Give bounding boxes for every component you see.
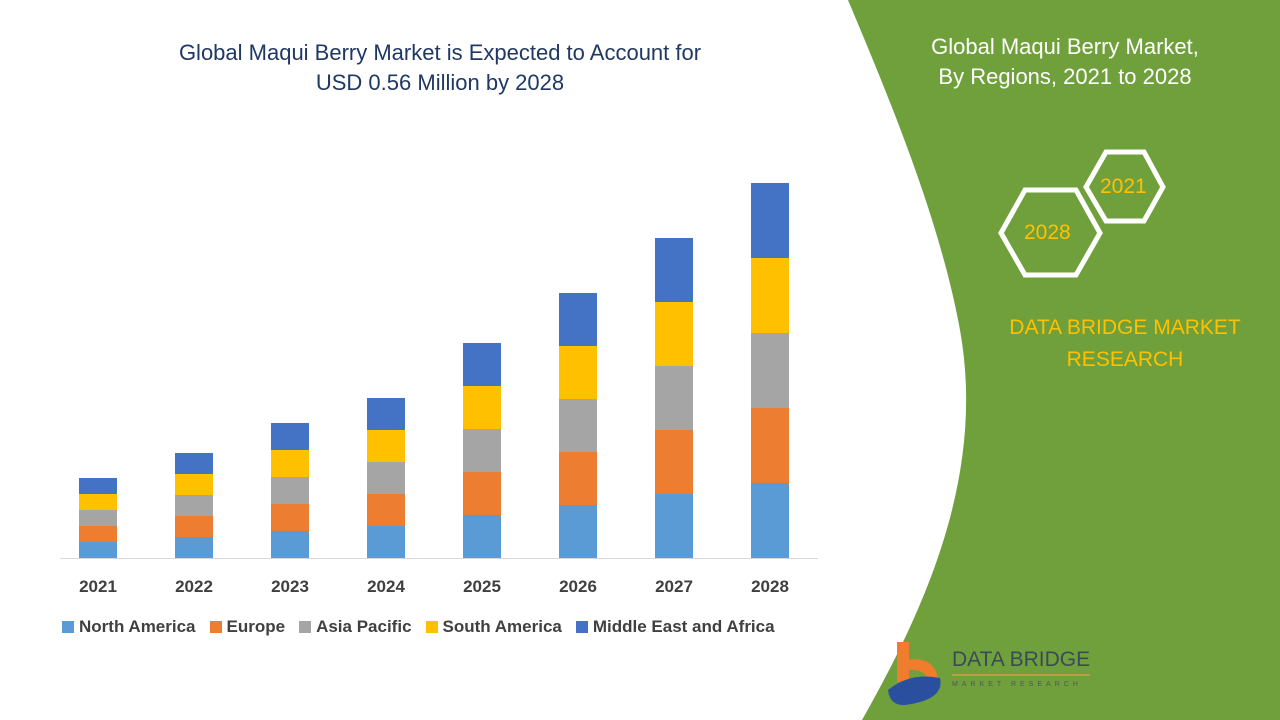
hex-label-2021: 2021 bbox=[1100, 175, 1147, 198]
bar-segment bbox=[367, 526, 405, 558]
bar-segment bbox=[655, 494, 693, 558]
legend-item: Europe bbox=[209, 617, 286, 637]
bar-segment bbox=[271, 531, 309, 558]
green-panel bbox=[848, 0, 1280, 720]
logo-subtext: MARKET RESEARCH bbox=[952, 681, 1082, 688]
bar-segment bbox=[367, 398, 405, 430]
bar-segment bbox=[367, 430, 405, 462]
bar-segment bbox=[271, 423, 309, 450]
legend-swatch bbox=[62, 621, 74, 633]
bar-segment bbox=[271, 450, 309, 477]
hexagon-2028-icon bbox=[998, 187, 1103, 278]
bar-segment bbox=[751, 483, 789, 558]
bar-segment bbox=[463, 515, 501, 558]
bar-segment bbox=[655, 238, 693, 302]
bar-segment bbox=[559, 346, 597, 399]
x-tick-label: 2021 bbox=[79, 577, 117, 596]
hexagon-2021-icon bbox=[1083, 149, 1166, 224]
bar-segment bbox=[655, 430, 693, 494]
bar-segment bbox=[559, 505, 597, 558]
legend-item: Middle East and Africa bbox=[575, 617, 775, 637]
bar-segment bbox=[175, 453, 213, 474]
bar-segment bbox=[751, 408, 789, 483]
side-title: Global Maqui Berry Market, By Regions, 2… bbox=[890, 32, 1240, 92]
bar-segment bbox=[751, 333, 789, 408]
legend-label: South America bbox=[442, 617, 562, 636]
brand-text: DATA BRIDGE MARKET RESEARCH bbox=[980, 312, 1270, 376]
x-tick-label: 2026 bbox=[559, 577, 597, 596]
brand-line-1: DATA BRIDGE MARKET bbox=[1009, 316, 1241, 339]
legend-item: North America bbox=[62, 617, 196, 637]
x-tick-label: 2028 bbox=[751, 577, 789, 596]
legend-label: Asia Pacific bbox=[316, 617, 412, 636]
hex-label-2028: 2028 bbox=[1024, 221, 1071, 244]
side-title-line-2: By Regions, 2021 to 2028 bbox=[938, 64, 1192, 89]
bar-segment bbox=[655, 302, 693, 366]
legend: North America Europe Asia Pacific South … bbox=[62, 617, 775, 637]
bar-segment bbox=[175, 516, 213, 537]
bar-segment bbox=[559, 452, 597, 505]
x-tick-label: 2022 bbox=[175, 577, 213, 596]
legend-item: Asia Pacific bbox=[299, 617, 412, 637]
stacked-bar-chart: 2021 2022 2023 2024 2025 2026 2027 2028 bbox=[60, 183, 818, 596]
bar-segment bbox=[367, 494, 405, 526]
bar-segment bbox=[463, 343, 501, 386]
brand-line-2: RESEARCH bbox=[1066, 348, 1184, 371]
bar-segment bbox=[271, 477, 309, 504]
bar-segment bbox=[751, 183, 789, 258]
legend-swatch bbox=[299, 621, 312, 633]
x-tick-label: 2023 bbox=[271, 577, 309, 596]
side-title-line-1: Global Maqui Berry Market, bbox=[931, 34, 1199, 59]
bar-segment bbox=[463, 429, 501, 472]
legend-label: Europe bbox=[226, 617, 286, 636]
bar-segment bbox=[79, 478, 117, 494]
bar-segment bbox=[79, 526, 117, 542]
bar-segment bbox=[175, 537, 213, 558]
title-line-1: Global Maqui Berry Market is Expected to… bbox=[178, 40, 702, 65]
x-tick-label: 2027 bbox=[655, 577, 693, 596]
bar-segment bbox=[463, 472, 501, 515]
logo-text: DATA BRIDGE bbox=[952, 648, 1091, 671]
bar-segment bbox=[463, 386, 501, 429]
bar-segment bbox=[559, 399, 597, 452]
bar-segment bbox=[175, 495, 213, 516]
x-tick-label: 2025 bbox=[463, 577, 501, 596]
legend-label: Middle East and Africa bbox=[592, 617, 775, 636]
legend-swatch bbox=[575, 621, 588, 633]
legend-swatch bbox=[209, 621, 222, 633]
bar-segment bbox=[271, 504, 309, 531]
bar-segment bbox=[79, 494, 117, 510]
data-bridge-logo-icon bbox=[888, 642, 941, 706]
bar-segment bbox=[367, 462, 405, 494]
x-tick-label: 2024 bbox=[367, 577, 405, 596]
legend-swatch bbox=[425, 621, 438, 633]
bar-segment bbox=[175, 474, 213, 495]
bar-segment bbox=[655, 366, 693, 430]
chart-title: Global Maqui Berry Market is Expected to… bbox=[100, 38, 780, 98]
legend-item: South America bbox=[425, 617, 562, 637]
bar-segment bbox=[79, 510, 117, 526]
bar-segment bbox=[751, 258, 789, 333]
title-line-2: USD 0.56 Million by 2028 bbox=[315, 70, 565, 95]
legend-label: North America bbox=[79, 617, 196, 636]
bar-segment bbox=[79, 542, 117, 558]
bar-segment bbox=[559, 293, 597, 346]
